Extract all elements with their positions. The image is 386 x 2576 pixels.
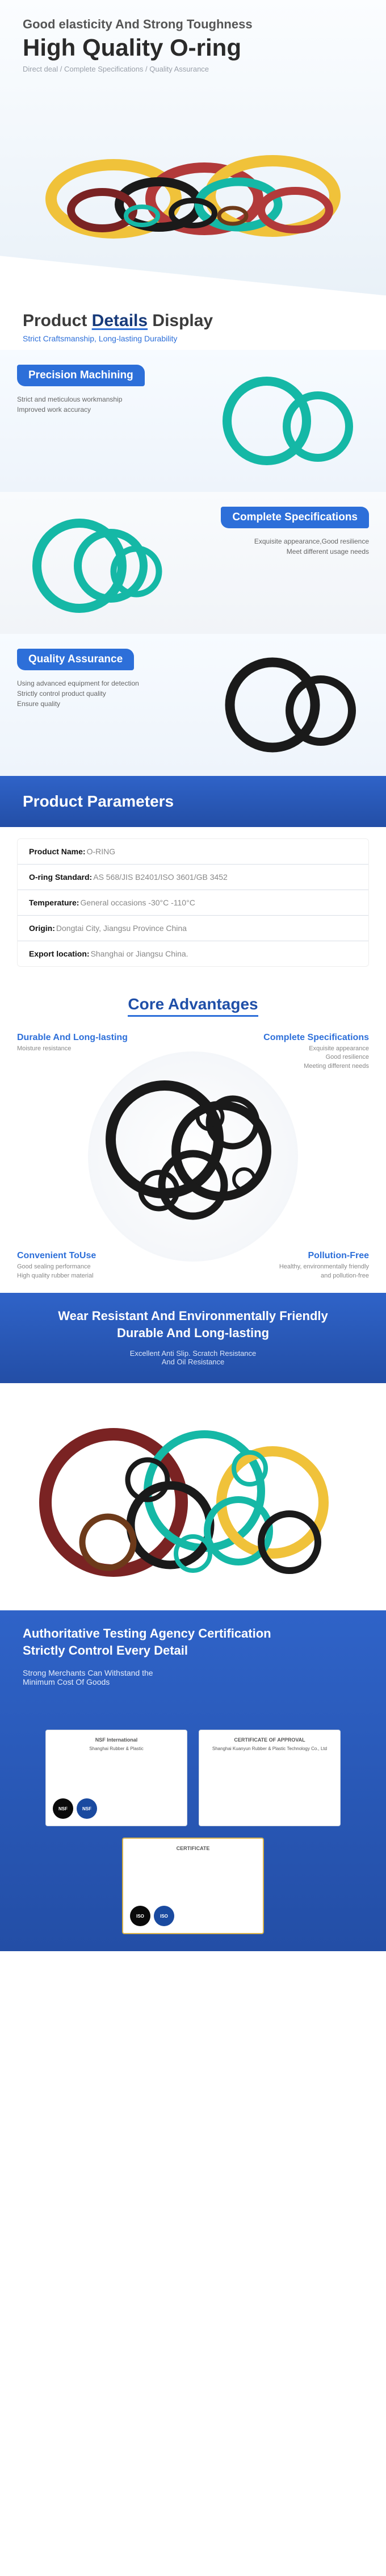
feature-image: [193, 634, 386, 776]
mid-subtitle: Excellent Anti Slip. Scratch Resistance …: [23, 1349, 363, 1366]
parameters-table: Product Name:O-RINGO-ring Standard:AS 56…: [17, 838, 369, 967]
hero-title: High Quality O-ring: [23, 34, 363, 61]
core-heading-text: Core Advantages: [128, 995, 258, 1017]
core-corner-desc: Good sealing performance High quality ru…: [17, 1263, 148, 1280]
param-value: General occasions -30°C -110°C: [80, 898, 195, 907]
mid-banner: Wear Resistant And Environmentally Frien…: [0, 1293, 386, 1383]
seal-icon: ISO: [130, 1906, 150, 1926]
cert-title-2: Strictly Control Every Detail: [23, 1642, 363, 1659]
table-row: Origin:Dongtai City, Jiangsu Province Ch…: [18, 916, 368, 941]
details-title-plain: Product: [23, 311, 92, 330]
hero-subtitle: Good elasticity And Strong Toughness: [23, 17, 363, 32]
core-corner-title: Durable And Long-lasting: [17, 1033, 148, 1043]
details-header: Product Details Display Strict Craftsman…: [0, 295, 386, 350]
feature-desc: Strict and meticulous workmanship Improv…: [17, 394, 176, 415]
feature-pill: Precision Machining: [17, 365, 145, 386]
table-row: Export location:Shanghai or Jiangsu Chin…: [18, 941, 368, 966]
parameters-title: Product Parameters: [23, 792, 174, 811]
hero-image: [0, 119, 386, 267]
details-title: Product Details Display: [23, 311, 363, 331]
mid-title-2: Durable And Long-lasting: [23, 1325, 363, 1342]
feature-image: [0, 492, 193, 634]
param-value: AS 568/JIS B2401/ISO 3601/GB 3452: [93, 872, 228, 882]
certificate-card: CERTIFICATEISOISO: [122, 1838, 264, 1934]
core-grid: Durable And Long-lasting Moisture resist…: [0, 1020, 386, 1293]
hero-tagline: Direct deal / Complete Specifications / …: [23, 65, 363, 73]
cert-subtitle: Strong Merchants Can Withstand the Minim…: [23, 1668, 363, 1686]
mid-title-1: Wear Resistant And Environmentally Frien…: [23, 1308, 363, 1325]
product-page: Good elasticity And Strong Toughness Hig…: [0, 0, 386, 1951]
seal-icon: ISO: [154, 1906, 174, 1926]
hero-diagonal-cut: [0, 256, 386, 295]
feature-specifications: Complete Specifications Exquisite appear…: [0, 492, 386, 634]
feature-text: Precision Machining Strict and meticulou…: [0, 350, 193, 492]
cert-grid: NSF InternationalShanghai Rubber & Plast…: [23, 1730, 363, 1934]
table-row: O-ring Standard:AS 568/JIS B2401/ISO 360…: [18, 865, 368, 890]
core-corner-desc: Moisture resistance: [17, 1045, 148, 1053]
param-key: Product Name:: [29, 847, 86, 856]
details-title-underline: Details: [92, 311, 148, 330]
feature-quality: Quality Assurance Using advanced equipme…: [0, 634, 386, 776]
colorful-rings-icon: [23, 1395, 363, 1599]
mid-image: [0, 1383, 386, 1610]
param-key: Export location:: [29, 949, 90, 958]
feature-image: [193, 350, 386, 492]
core-corner-desc: Healthy, environmentally friendly and po…: [238, 1263, 369, 1280]
certificate-card: CERTIFICATE OF APPROVALShanghai Kuanyun …: [199, 1730, 341, 1826]
cert-section: Authoritative Testing Agency Certificati…: [0, 1610, 386, 1951]
core-heading: Core Advantages: [0, 984, 386, 1020]
details-subtitle: Strict Craftsmanship, Long-lasting Durab…: [23, 334, 363, 343]
feature-text: Complete Specifications Exquisite appear…: [193, 492, 386, 634]
param-key: O-ring Standard:: [29, 872, 92, 882]
param-value: O-RING: [87, 847, 116, 856]
details-title-trail: Display: [148, 311, 213, 330]
param-key: Temperature:: [29, 898, 79, 907]
black-rings-icon: [210, 648, 369, 762]
core-corner-title: Convenient ToUse: [17, 1251, 148, 1261]
table-row: Product Name:O-RING: [18, 839, 368, 865]
certificate-card: NSF InternationalShanghai Rubber & Plast…: [45, 1730, 187, 1826]
table-row: Temperature: General occasions -30°C -11…: [18, 890, 368, 916]
core-corner-title: Pollution-Free: [238, 1251, 369, 1261]
seal-icon: NSF: [77, 1798, 97, 1819]
teal-rings-stack-icon: [17, 506, 176, 620]
core-corner-bl: Convenient ToUse Good sealing performanc…: [17, 1251, 148, 1280]
core-center-image: [88, 1051, 298, 1262]
core-corner-title: Complete Specifications: [238, 1033, 369, 1043]
feature-pill: Complete Specifications: [221, 507, 369, 528]
param-key: Origin:: [29, 924, 55, 933]
cert-title-1: Authoritative Testing Agency Certificati…: [23, 1625, 363, 1642]
oring-assortment-icon: [34, 125, 352, 261]
parameters-header: Product Parameters: [0, 776, 386, 827]
core-corner-tl: Durable And Long-lasting Moisture resist…: [17, 1033, 148, 1053]
param-value: Dongtai City, Jiangsu Province China: [56, 924, 187, 933]
teal-rings-icon: [210, 364, 369, 478]
feature-precision: Precision Machining Strict and meticulou…: [0, 350, 386, 492]
feature-text: Quality Assurance Using advanced equipme…: [0, 634, 193, 776]
hero-section: Good elasticity And Strong Toughness Hig…: [0, 0, 386, 295]
black-rings-pile-icon: [102, 1066, 284, 1247]
feature-pill: Quality Assurance: [17, 649, 134, 670]
feature-desc: Exquisite appearance,Good resilience Mee…: [210, 536, 369, 557]
param-value: Shanghai or Jiangsu China.: [91, 949, 188, 958]
core-corner-br: Pollution-Free Healthy, environmentally …: [238, 1251, 369, 1280]
feature-desc: Using advanced equipment for detection S…: [17, 678, 176, 709]
seal-icon: NSF: [53, 1798, 73, 1819]
